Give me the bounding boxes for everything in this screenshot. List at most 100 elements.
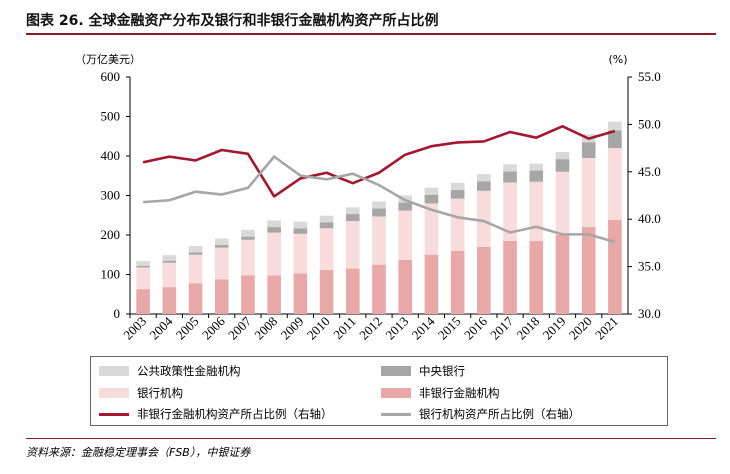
x-tick-label: 2019: [540, 314, 569, 343]
bar-segment: [241, 229, 255, 237]
bars-layer: [136, 121, 622, 314]
bar-segment: [188, 254, 203, 284]
bar-segment: [214, 247, 229, 280]
legend-label-public: 公共政策性金融机构: [137, 364, 241, 378]
left-tick-label: 500: [101, 109, 121, 124]
bar-segment: [214, 279, 229, 314]
x-tick-label: 2008: [251, 314, 280, 343]
legend-label-nonbank-ratio: 非银行金融机构资产所占比例（右轴）: [137, 407, 333, 421]
bar-segment: [293, 221, 308, 229]
right-tick-label: 40.0: [638, 211, 661, 226]
bar-segment: [529, 240, 544, 314]
bar-segment: [372, 216, 386, 265]
chart-title: 图表 26. 全球金融资产分布及银行和非银行金融机构资产所占比例: [26, 13, 439, 29]
right-tick-label: 30.0: [638, 306, 661, 321]
legend-swatch-public: [99, 366, 129, 376]
right-tick-label: 35.0: [638, 259, 661, 274]
bar-segment: [136, 267, 150, 290]
legend-label-central: 中央银行: [419, 364, 465, 378]
bar-segment: [608, 121, 622, 131]
bar-segment: [503, 171, 517, 183]
legend-swatch-bank: [99, 388, 129, 398]
bar-segment: [450, 189, 465, 199]
legend-item-nonbank: 非银行金融机构: [381, 385, 500, 401]
bar-segment: [136, 261, 150, 266]
bar-segment: [581, 157, 596, 228]
legend: 公共政策性金融机构 中央银行 银行机构 非银行金融机构 非银行金融机构资产所占比…: [90, 356, 668, 426]
legend-item-nonbank-ratio: 非银行金融机构资产所占比例（右轴）: [99, 406, 333, 422]
bar-segment: [345, 207, 360, 215]
right-tick-label: 45.0: [638, 164, 661, 179]
bar-segment: [555, 152, 570, 160]
legend-item-bank: 银行机构: [99, 385, 183, 401]
legend-item-bank-ratio: 银行机构资产所占比例（右轴）: [381, 406, 580, 422]
bar-segment: [319, 222, 334, 229]
title-underline: [26, 33, 716, 35]
legend-swatch-central: [381, 366, 411, 376]
bar-segment: [372, 201, 386, 209]
bar-segment: [555, 171, 570, 235]
bar-segment: [398, 202, 413, 211]
bar-segment: [188, 252, 203, 255]
bar-segment: [319, 269, 334, 314]
series-line: [142, 124, 616, 198]
bar-segment: [188, 283, 203, 314]
bar-segment: [267, 275, 281, 314]
bar-segment: [345, 221, 360, 269]
bar-segment: [372, 264, 386, 314]
right-tick-label: 55.0: [638, 69, 661, 84]
legend-label-bank: 银行机构: [137, 386, 183, 400]
x-tick-label: 2005: [173, 314, 202, 343]
bar-segment: [424, 203, 439, 255]
x-tick-label: 2016: [461, 313, 490, 342]
bar-segment: [241, 236, 255, 240]
chart-title-area: 图表 26. 全球金融资产分布及银行和非银行金融机构资产所占比例: [26, 10, 716, 34]
legend-label-nonbank: 非银行金融机构: [419, 386, 500, 400]
x-tick-label: 2021: [592, 314, 621, 343]
bar-segment: [608, 130, 622, 149]
source-divider: [26, 438, 716, 439]
legend-item-central: 中央银行: [381, 363, 465, 379]
bar-segment: [555, 159, 570, 172]
x-tick-label: 2004: [146, 313, 175, 342]
bar-segment: [608, 148, 622, 220]
legend-line-bank-ratio: [381, 412, 411, 416]
bar-segment: [529, 163, 544, 171]
bar-segment: [477, 181, 491, 191]
bar-segment: [345, 214, 360, 222]
x-tick-label: 2006: [199, 313, 228, 342]
bar-segment: [503, 182, 517, 241]
bar-segment: [293, 228, 308, 234]
bar-segment: [319, 215, 334, 223]
right-tick-label: 50.0: [638, 116, 661, 131]
x-tick-label: 2014: [409, 313, 438, 342]
x-tick-label: 2018: [513, 314, 542, 343]
x-tick-label: 2011: [330, 314, 359, 343]
x-tick-label: 2007: [225, 313, 254, 342]
left-tick-label: 100: [101, 267, 121, 282]
x-tick-label: 2009: [277, 314, 306, 343]
right-axis-unit: (%): [608, 53, 627, 66]
x-tick-label: 2017: [487, 313, 516, 342]
bar-segment: [424, 194, 439, 204]
bar-segment: [424, 187, 439, 195]
bar-segment: [581, 227, 596, 314]
legend-line-nonbank-ratio: [99, 412, 129, 416]
bar-segment: [136, 265, 150, 268]
bar-segment: [162, 255, 177, 261]
bar-segment: [267, 220, 281, 228]
legend-swatch-nonbank: [381, 388, 411, 398]
left-tick-label: 300: [101, 188, 121, 203]
bar-segment: [398, 210, 413, 260]
bar-segment: [529, 170, 544, 182]
x-tick-label: 2020: [566, 314, 595, 343]
bar-segment: [214, 244, 229, 248]
bar-segment: [608, 219, 622, 314]
bar-segment: [319, 228, 334, 270]
bar-segment: [241, 275, 255, 314]
x-tick-label: 2015: [435, 314, 464, 343]
bar-segment: [136, 289, 150, 314]
bar-segment: [450, 250, 465, 314]
lines-layer: [142, 124, 616, 244]
source-note: 资料来源：金融稳定理事会（FSB），中银证券: [26, 446, 251, 459]
